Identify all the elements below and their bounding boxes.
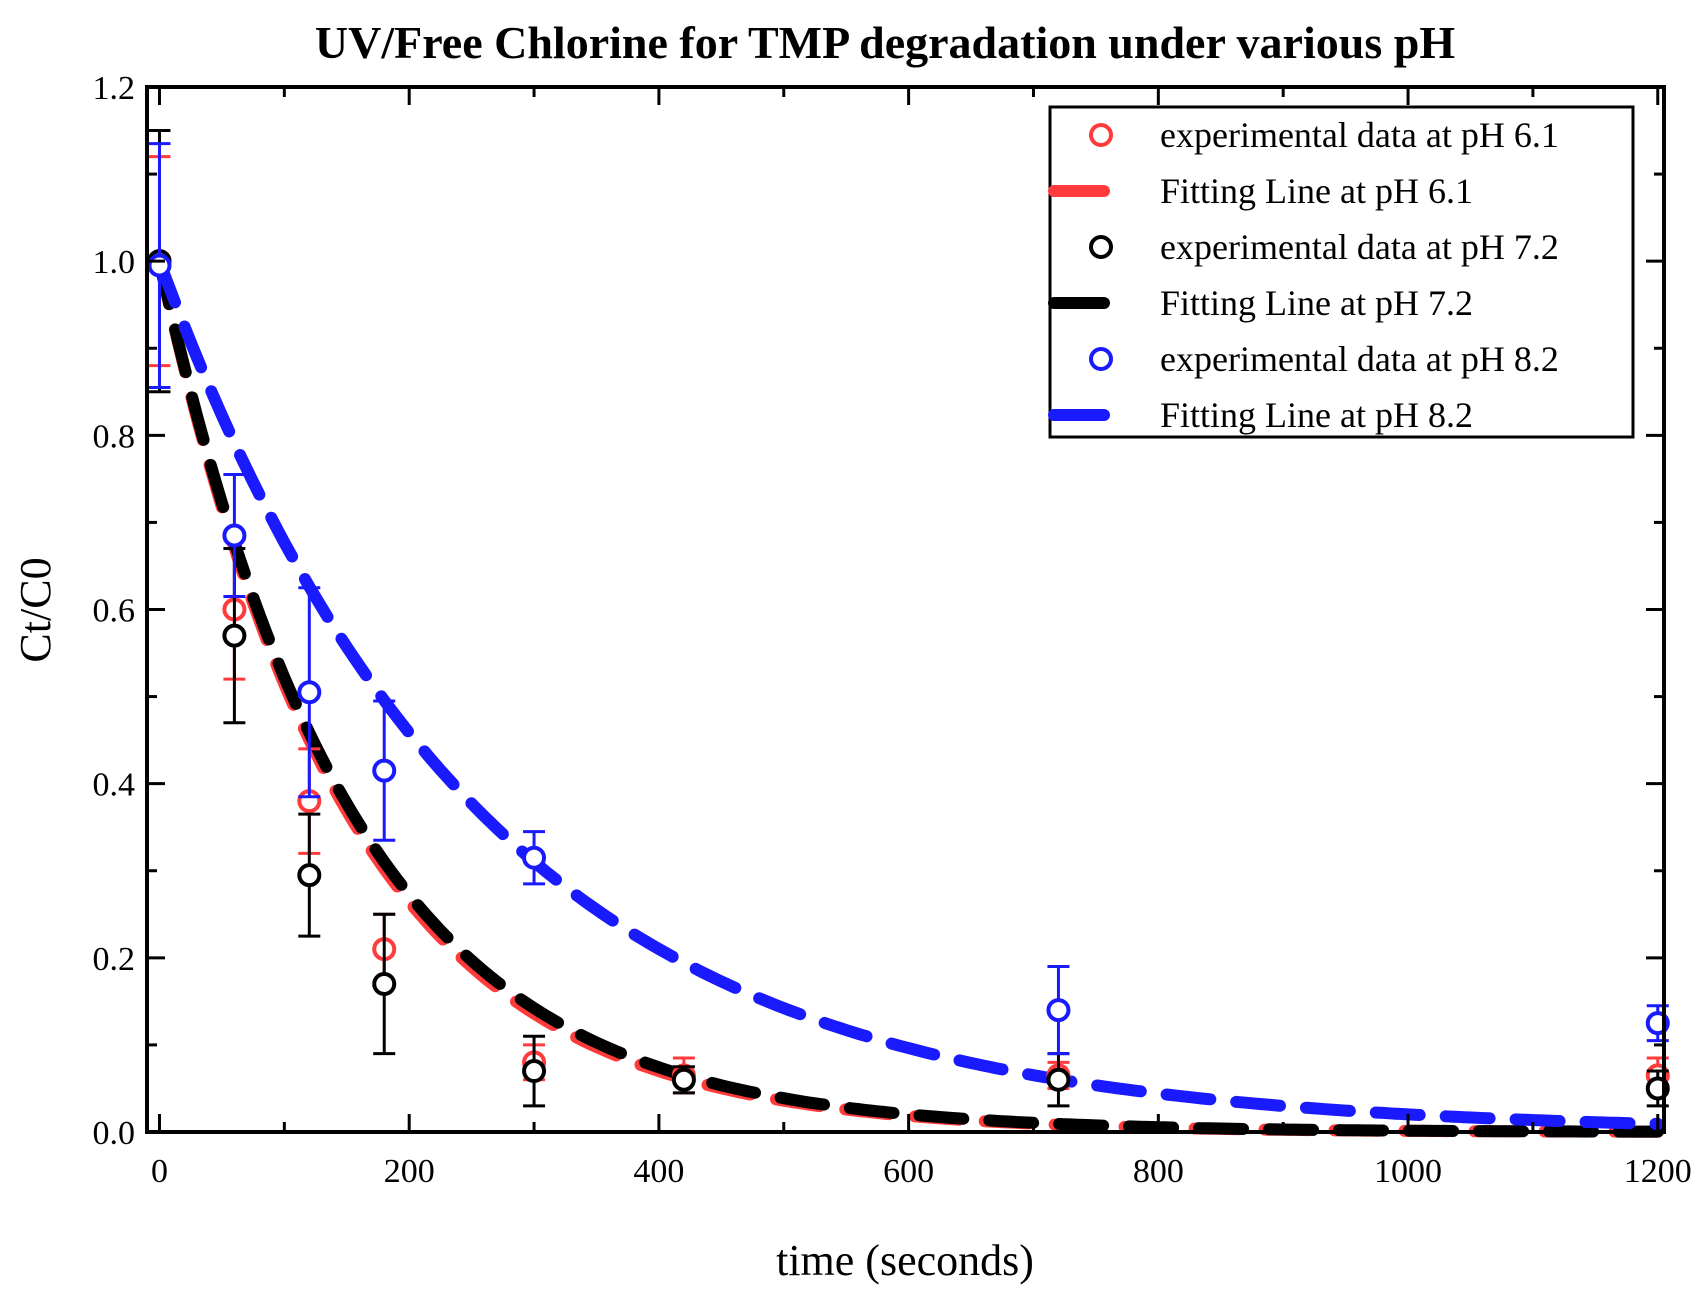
y-tick-label: 0.2	[93, 941, 136, 978]
data-point-experimental-data-at-ph-8-2	[372, 758, 397, 783]
legend-label-experimental-data-at-ph-7-2: experimental data at pH 7.2	[1160, 227, 1559, 267]
legend-label-experimental-data-at-ph-8-2: experimental data at pH 8.2	[1160, 339, 1559, 379]
y-tick-label: 0.6	[93, 593, 136, 630]
data-point-experimental-data-at-ph-7-2	[222, 623, 247, 648]
data-point-experimental-data-at-ph-7-2	[297, 863, 322, 888]
y-tick-label: 0.8	[93, 418, 136, 455]
x-tick-label: 1000	[1374, 1153, 1442, 1190]
y-tick-label: 0.4	[93, 767, 136, 804]
data-point-experimental-data-at-ph-7-2	[372, 971, 397, 996]
data-point-experimental-data-at-ph-8-2	[522, 845, 547, 870]
x-axis: 0 200 400 600 800 1000 1200	[151, 87, 1692, 1190]
x-tick-label: 800	[1133, 1153, 1184, 1190]
data-point-experimental-data-at-ph-7-2	[671, 1067, 696, 1092]
y-axis-label: Ct/C0	[11, 557, 60, 662]
legend-label-fitting-line-at-ph-8-2: Fitting Line at pH 8.2	[1160, 395, 1473, 435]
x-tick-label: 0	[151, 1153, 168, 1190]
y-tick-label: 1.0	[93, 244, 136, 281]
legend-marker-experimental-data-at-ph-6-1	[1089, 123, 1113, 147]
x-tick-label: 1200	[1624, 1153, 1692, 1190]
data-point-experimental-data-at-ph-8-2	[147, 253, 172, 278]
legend: experimental data at pH 6.1 Fitting Line …	[1048, 105, 1635, 439]
chart-title: UV/Free Chlorine for TMP degradation und…	[315, 17, 1455, 68]
data-point-experimental-data-at-ph-7-2	[1046, 1067, 1071, 1092]
x-axis-label: time (seconds)	[776, 1236, 1034, 1285]
x-tick-label: 400	[633, 1153, 684, 1190]
x-tick-label: 200	[384, 1153, 435, 1190]
legend-frame	[1048, 105, 1635, 439]
legend-marker-experimental-data-at-ph-7-2	[1089, 235, 1113, 259]
legend-label-fitting-line-at-ph-6-1: Fitting Line at pH 6.1	[1160, 171, 1473, 211]
data-point-experimental-data-at-ph-7-2	[522, 1059, 547, 1084]
y-tick-label: 0.0	[93, 1115, 136, 1152]
y-tick-label: 1.2	[93, 70, 136, 107]
data-point-experimental-data-at-ph-8-2	[222, 523, 247, 548]
legend-label-fitting-line-at-ph-7-2: Fitting Line at pH 7.2	[1160, 283, 1473, 323]
x-tick-label: 600	[883, 1153, 934, 1190]
data-point-experimental-data-at-ph-8-2	[1046, 998, 1071, 1023]
y-axis: 0.0 0.2 0.4 0.6 0.8 1.0 1.2	[93, 70, 1664, 1152]
legend-marker-experimental-data-at-ph-8-2	[1089, 347, 1113, 371]
data-point-experimental-data-at-ph-8-2	[297, 680, 322, 705]
legend-label-experimental-data-at-ph-6-1: experimental data at pH 6.1	[1160, 115, 1559, 155]
